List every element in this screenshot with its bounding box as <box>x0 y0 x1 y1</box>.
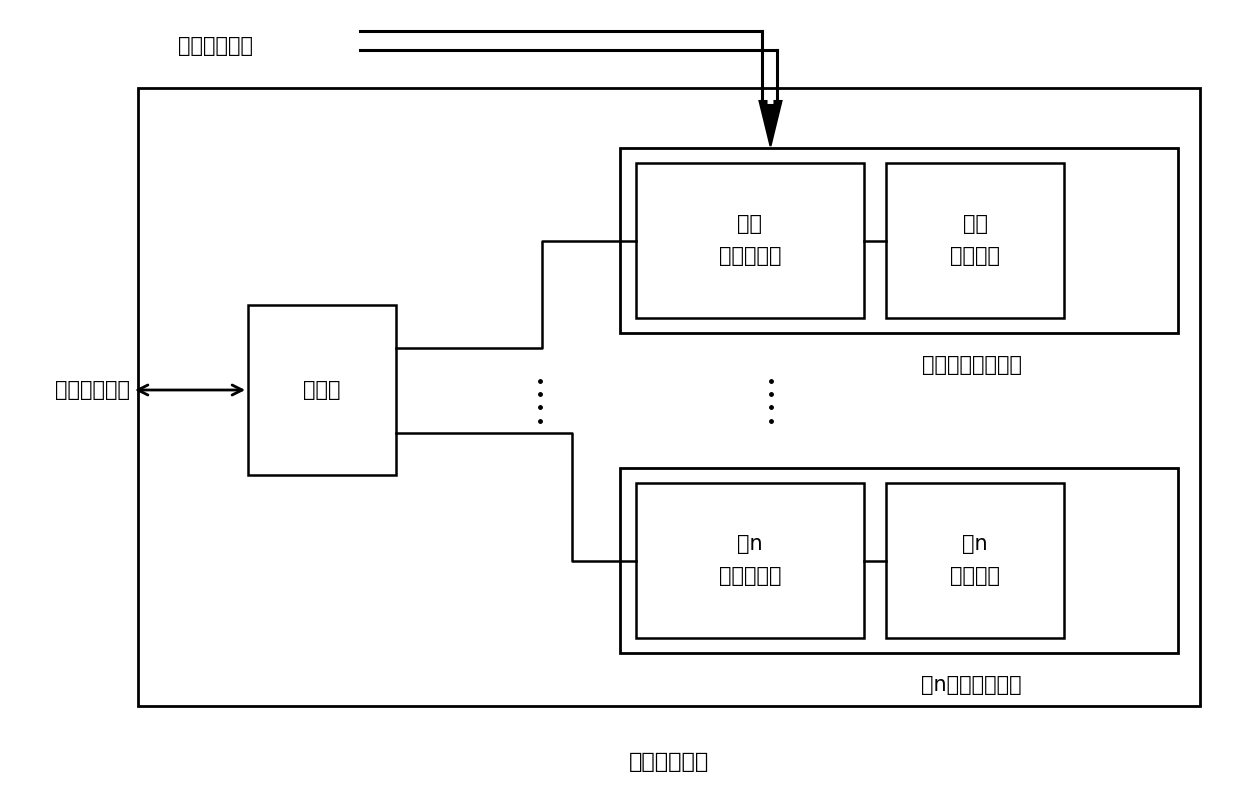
Text: 第一: 第一 <box>738 215 763 234</box>
Bar <box>636 163 864 318</box>
Bar <box>636 483 864 638</box>
Text: 功分器: 功分器 <box>304 380 341 400</box>
Text: 阵列天线模块: 阵列天线模块 <box>629 752 709 772</box>
Text: 第n: 第n <box>962 534 988 554</box>
Text: 移相器模块: 移相器模块 <box>719 247 781 266</box>
Text: 第n阵列单元模块: 第n阵列单元模块 <box>921 675 1022 695</box>
Text: 相位控制模块: 相位控制模块 <box>179 36 253 56</box>
Bar <box>138 88 1200 706</box>
Bar <box>887 483 1064 638</box>
Text: 收发隔离模块: 收发隔离模块 <box>55 380 130 400</box>
Text: 移相器模块: 移相器模块 <box>719 567 781 586</box>
Bar <box>887 163 1064 318</box>
Text: 天线单元: 天线单元 <box>950 567 999 586</box>
Bar <box>620 148 1178 333</box>
Text: 第一: 第一 <box>962 215 987 234</box>
Bar <box>248 305 396 475</box>
Text: 第n: 第n <box>738 534 763 554</box>
Bar <box>620 468 1178 653</box>
Text: 第一阵列单元模块: 第一阵列单元模块 <box>921 355 1022 375</box>
Polygon shape <box>759 101 781 146</box>
Text: 天线单元: 天线单元 <box>950 247 999 266</box>
